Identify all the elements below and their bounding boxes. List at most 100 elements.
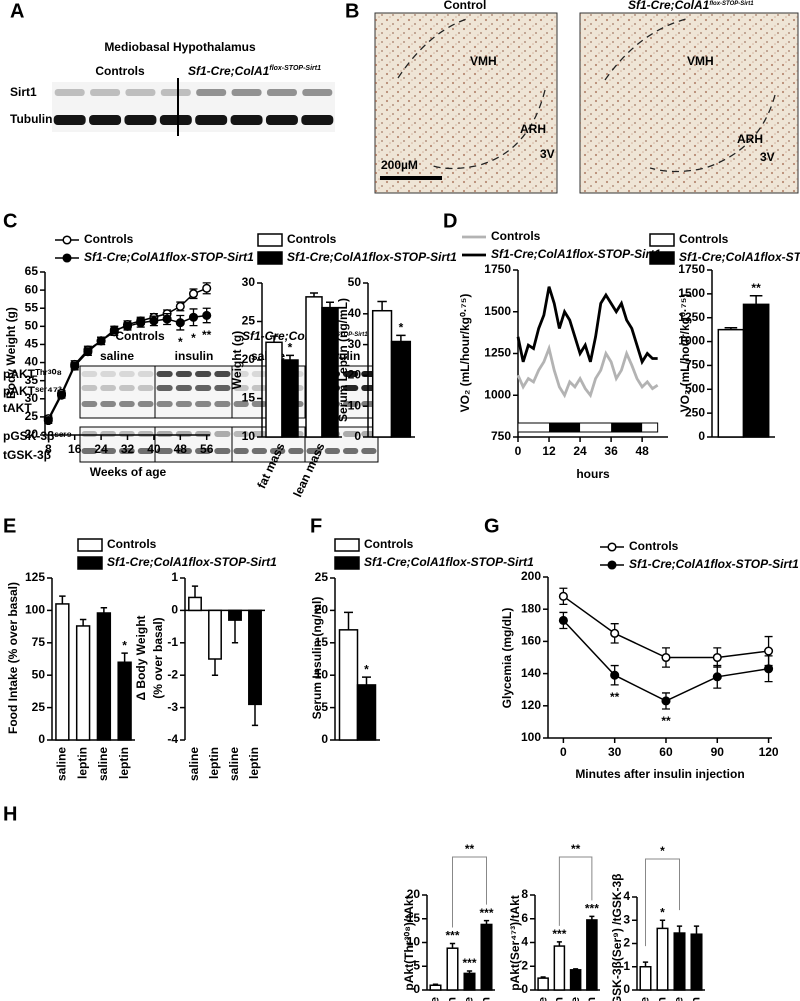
x-tick-label: saline xyxy=(96,747,110,781)
data-point xyxy=(109,325,119,335)
data-point xyxy=(610,670,620,680)
x-tick-label: 8 xyxy=(45,442,52,456)
legend-marker xyxy=(607,542,617,552)
genotype-sup: flox-STOP-Sirt1 xyxy=(269,65,321,72)
legend-marker xyxy=(607,560,617,570)
y-tick-label: 30 xyxy=(242,275,256,289)
y-tick-label: 20 xyxy=(348,368,362,382)
y-tick-label: 15 xyxy=(315,635,329,649)
band xyxy=(175,385,192,391)
y-axis-label: Serum Leptin (ng/mL) xyxy=(336,298,350,422)
histology: Control Sf1-Cre;ColA1flox-STOP-Sirt1 VMH… xyxy=(374,0,799,194)
band xyxy=(89,115,122,125)
legend-marker xyxy=(62,253,72,263)
band xyxy=(342,385,359,391)
y-tick-label: 30 xyxy=(25,391,39,405)
bar xyxy=(742,303,770,438)
band xyxy=(214,385,231,391)
y-tick-label: 0 xyxy=(698,429,705,443)
region-label: ARH xyxy=(520,122,546,136)
band xyxy=(54,89,85,96)
comparison-label: ** xyxy=(571,842,581,856)
legend-label: Sf1-Cre;ColA1flox-STOP-Sirt1 xyxy=(679,250,800,264)
data-point xyxy=(764,664,774,674)
band xyxy=(195,385,212,391)
y-tick-label: 25 xyxy=(242,314,256,328)
x-tick-label: 16 xyxy=(68,442,82,456)
panel-label: H xyxy=(3,803,17,825)
row-label: Sirt1 xyxy=(10,85,37,99)
bar xyxy=(356,684,377,741)
data-point xyxy=(43,415,53,426)
band xyxy=(361,448,377,454)
data-point xyxy=(661,696,671,706)
band xyxy=(196,89,227,96)
y-tick-label: 125 xyxy=(25,570,45,584)
band xyxy=(137,431,154,437)
bar xyxy=(586,919,598,991)
legend-label: Sf1-Cre;ColA1flox-STOP-Sirt1 xyxy=(629,557,799,571)
band xyxy=(233,401,249,407)
y-axis-label: Δ Body Weight xyxy=(134,615,148,700)
band xyxy=(53,115,86,125)
row-label: pAKTˢᵉʳ⁴⁷³ xyxy=(3,384,62,398)
y-tick-label: -2 xyxy=(167,667,178,681)
bar xyxy=(265,341,283,438)
x-tick-label: 12 xyxy=(542,444,556,458)
band xyxy=(195,371,212,377)
y-tick-label: 0 xyxy=(521,982,528,996)
band xyxy=(231,89,262,96)
y-tick-label: 75 xyxy=(32,635,46,649)
band xyxy=(81,448,98,454)
dark-phase xyxy=(549,423,581,432)
band xyxy=(156,385,173,391)
error-bar xyxy=(121,652,128,663)
y-tick-label: 100 xyxy=(25,603,45,617)
significance: * xyxy=(399,321,404,335)
band xyxy=(251,385,268,391)
band xyxy=(156,371,173,377)
region-outline xyxy=(604,17,776,173)
western-blot-h: Controls Sf1-Cre;ColA1flox-STOP-Sirt1 sa… xyxy=(3,329,379,463)
bar xyxy=(553,945,566,991)
series-line xyxy=(516,286,658,366)
x-tick-label: insulin xyxy=(552,997,566,1001)
comparison-label: ** xyxy=(465,842,475,856)
error-bar xyxy=(449,942,456,949)
y-tick-label: 200 xyxy=(521,569,541,583)
y-tick-label: 50 xyxy=(25,319,39,333)
x-tick-label: saline xyxy=(568,997,582,1001)
error-bar xyxy=(573,968,579,970)
y-axis-label: Serum Insulin (ng/ml) xyxy=(310,597,324,720)
legend-label: Controls xyxy=(287,232,337,246)
band xyxy=(288,448,304,454)
error-bar xyxy=(396,334,406,342)
y-tick-label: 10 xyxy=(242,429,256,443)
significance: *** xyxy=(585,902,599,916)
x-tick-label: insulin xyxy=(689,997,703,1001)
bar xyxy=(569,969,582,991)
x-tick-label: leptin xyxy=(207,747,221,779)
band xyxy=(156,431,173,437)
bar xyxy=(429,984,442,991)
error-bar xyxy=(79,618,87,626)
band xyxy=(175,371,192,377)
y-axis-label: Glycemia (mg/dL) xyxy=(500,608,514,709)
significance: *** xyxy=(552,927,566,941)
x-tick-label: 48 xyxy=(174,442,188,456)
image-title: Sf1-Cre;ColA1flox-STOP-Sirt1 xyxy=(628,0,754,12)
legend-label: Sf1-Cre;ColA1flox-STOP-Sirt1 xyxy=(107,555,277,569)
x-tick-label: 0 xyxy=(515,444,522,458)
band xyxy=(214,401,231,407)
data-point xyxy=(764,646,774,656)
significance: *** xyxy=(479,906,493,920)
x-tick-label: saline xyxy=(638,997,652,1001)
legend-label: Controls xyxy=(364,537,414,551)
y-tick-label: 140 xyxy=(521,666,541,680)
y-tick-label: 5 xyxy=(413,958,420,972)
significance: * xyxy=(288,341,293,355)
comparison-bracket xyxy=(558,856,593,926)
y-tick-label: 0 xyxy=(413,982,420,996)
panel-label: E xyxy=(3,515,16,537)
bar xyxy=(96,612,112,741)
